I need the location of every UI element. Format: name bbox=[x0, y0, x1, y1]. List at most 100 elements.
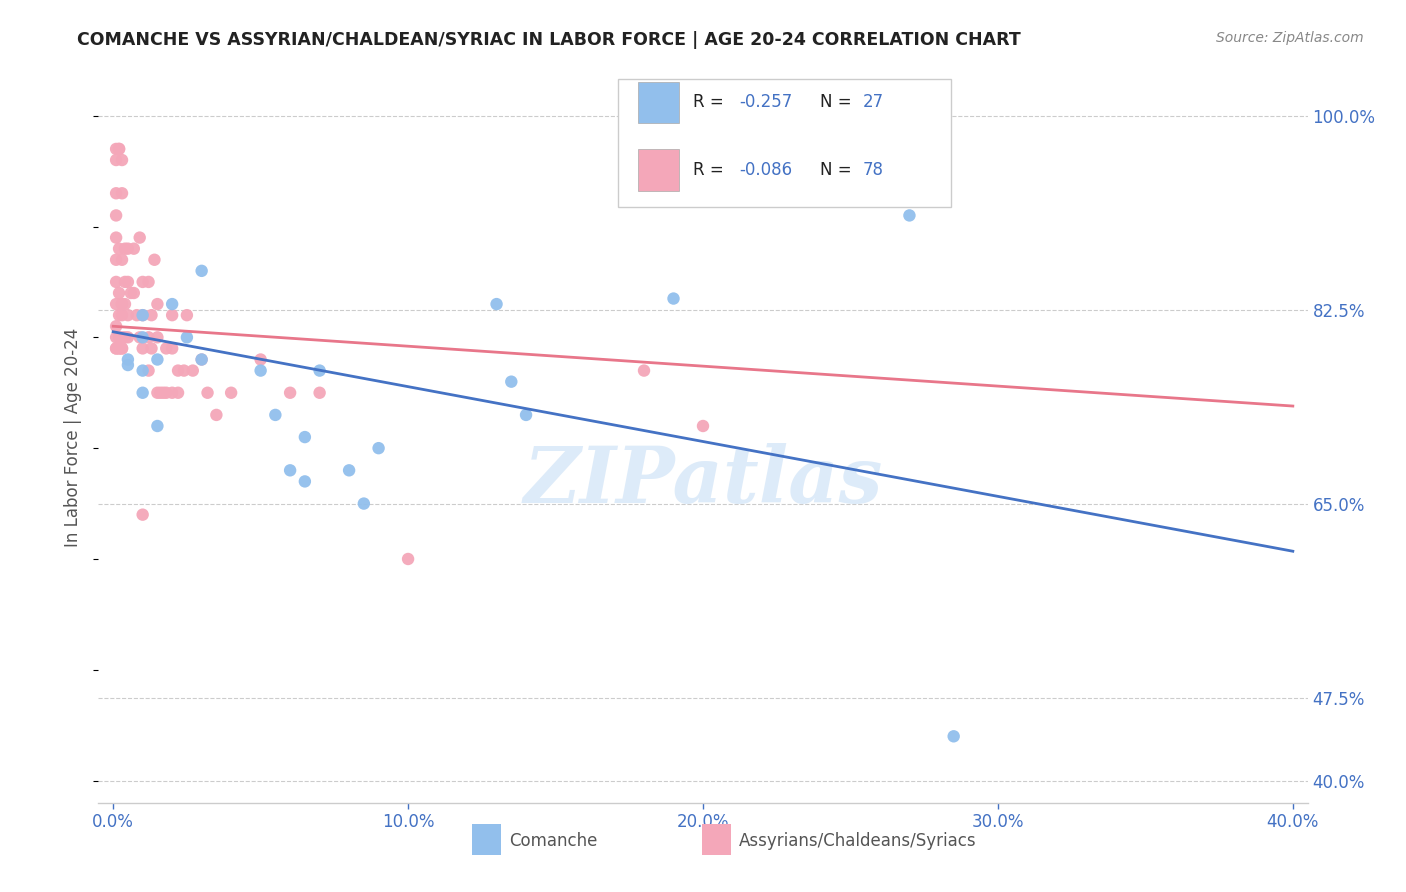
Point bbox=[160, 342, 183, 356]
Point bbox=[111, 342, 134, 356]
Point bbox=[152, 385, 174, 400]
FancyBboxPatch shape bbox=[472, 824, 501, 855]
Point bbox=[105, 230, 128, 244]
Point bbox=[131, 275, 153, 289]
Point bbox=[138, 330, 160, 344]
Point bbox=[108, 142, 131, 156]
Point bbox=[146, 330, 169, 344]
Point bbox=[131, 330, 153, 344]
Point bbox=[111, 153, 134, 167]
Text: N =: N = bbox=[820, 161, 858, 178]
Point bbox=[942, 729, 965, 743]
Point bbox=[337, 463, 360, 477]
Point bbox=[353, 497, 375, 511]
Point bbox=[181, 363, 204, 377]
Point bbox=[105, 252, 128, 267]
Point bbox=[105, 153, 128, 167]
Point bbox=[111, 308, 134, 322]
Point bbox=[633, 363, 655, 377]
Point bbox=[160, 308, 183, 322]
Point bbox=[128, 330, 150, 344]
Point bbox=[111, 342, 134, 356]
Point bbox=[167, 363, 190, 377]
Point bbox=[108, 342, 131, 356]
Text: -0.086: -0.086 bbox=[740, 161, 793, 178]
Point bbox=[108, 285, 131, 300]
Point bbox=[131, 308, 153, 322]
Point bbox=[308, 363, 330, 377]
Point bbox=[117, 275, 139, 289]
Point bbox=[105, 142, 128, 156]
Point bbox=[173, 363, 195, 377]
Point bbox=[197, 385, 219, 400]
Point bbox=[105, 209, 128, 223]
FancyBboxPatch shape bbox=[638, 81, 679, 123]
Point bbox=[278, 463, 301, 477]
Point bbox=[105, 342, 128, 356]
Point bbox=[138, 275, 160, 289]
Point bbox=[294, 475, 316, 489]
Point bbox=[396, 552, 419, 566]
Point bbox=[131, 342, 153, 356]
Text: Assyrians/Chaldeans/Syriacs: Assyrians/Chaldeans/Syriacs bbox=[740, 832, 977, 850]
Point bbox=[131, 385, 153, 400]
Point bbox=[131, 308, 153, 322]
Point bbox=[308, 385, 330, 400]
Point bbox=[160, 297, 183, 311]
Point bbox=[190, 352, 212, 367]
Point bbox=[294, 430, 316, 444]
Point bbox=[205, 408, 228, 422]
Text: 78: 78 bbox=[863, 161, 883, 178]
Point bbox=[114, 297, 136, 311]
Text: ZIPatlas: ZIPatlas bbox=[523, 442, 883, 519]
Point bbox=[167, 385, 190, 400]
Point bbox=[105, 330, 128, 344]
Text: N =: N = bbox=[820, 94, 858, 112]
Point bbox=[367, 441, 389, 455]
Point bbox=[190, 264, 212, 278]
Point bbox=[131, 508, 153, 522]
Point bbox=[108, 142, 131, 156]
Text: R =: R = bbox=[693, 161, 730, 178]
Point bbox=[111, 330, 134, 344]
Point bbox=[105, 319, 128, 334]
Point bbox=[138, 363, 160, 377]
Point bbox=[143, 252, 166, 267]
Point bbox=[117, 330, 139, 344]
Point bbox=[146, 297, 169, 311]
Point bbox=[155, 342, 177, 356]
Point bbox=[117, 352, 139, 367]
Point bbox=[141, 308, 163, 322]
Point bbox=[662, 292, 685, 306]
Point bbox=[122, 285, 145, 300]
Text: Comanche: Comanche bbox=[509, 832, 598, 850]
Point bbox=[108, 242, 131, 256]
Point bbox=[114, 242, 136, 256]
Point bbox=[114, 275, 136, 289]
Point bbox=[219, 385, 242, 400]
Point bbox=[108, 342, 131, 356]
FancyBboxPatch shape bbox=[702, 824, 731, 855]
Point bbox=[146, 385, 169, 400]
Point bbox=[111, 297, 134, 311]
Point bbox=[120, 285, 142, 300]
Text: -0.257: -0.257 bbox=[740, 94, 793, 112]
Text: 27: 27 bbox=[863, 94, 884, 112]
Point bbox=[146, 419, 169, 434]
Text: COMANCHE VS ASSYRIAN/CHALDEAN/SYRIAC IN LABOR FORCE | AGE 20-24 CORRELATION CHAR: COMANCHE VS ASSYRIAN/CHALDEAN/SYRIAC IN … bbox=[77, 31, 1021, 49]
Point bbox=[176, 330, 198, 344]
Point bbox=[141, 342, 163, 356]
Point bbox=[160, 385, 183, 400]
Point bbox=[149, 385, 172, 400]
Point bbox=[176, 308, 198, 322]
Point bbox=[111, 186, 134, 201]
Point bbox=[105, 186, 128, 201]
Point bbox=[190, 352, 212, 367]
Point bbox=[125, 308, 148, 322]
FancyBboxPatch shape bbox=[619, 78, 950, 207]
Point bbox=[111, 297, 134, 311]
Point bbox=[128, 230, 150, 244]
Point bbox=[114, 330, 136, 344]
Point bbox=[122, 242, 145, 256]
Point bbox=[278, 385, 301, 400]
